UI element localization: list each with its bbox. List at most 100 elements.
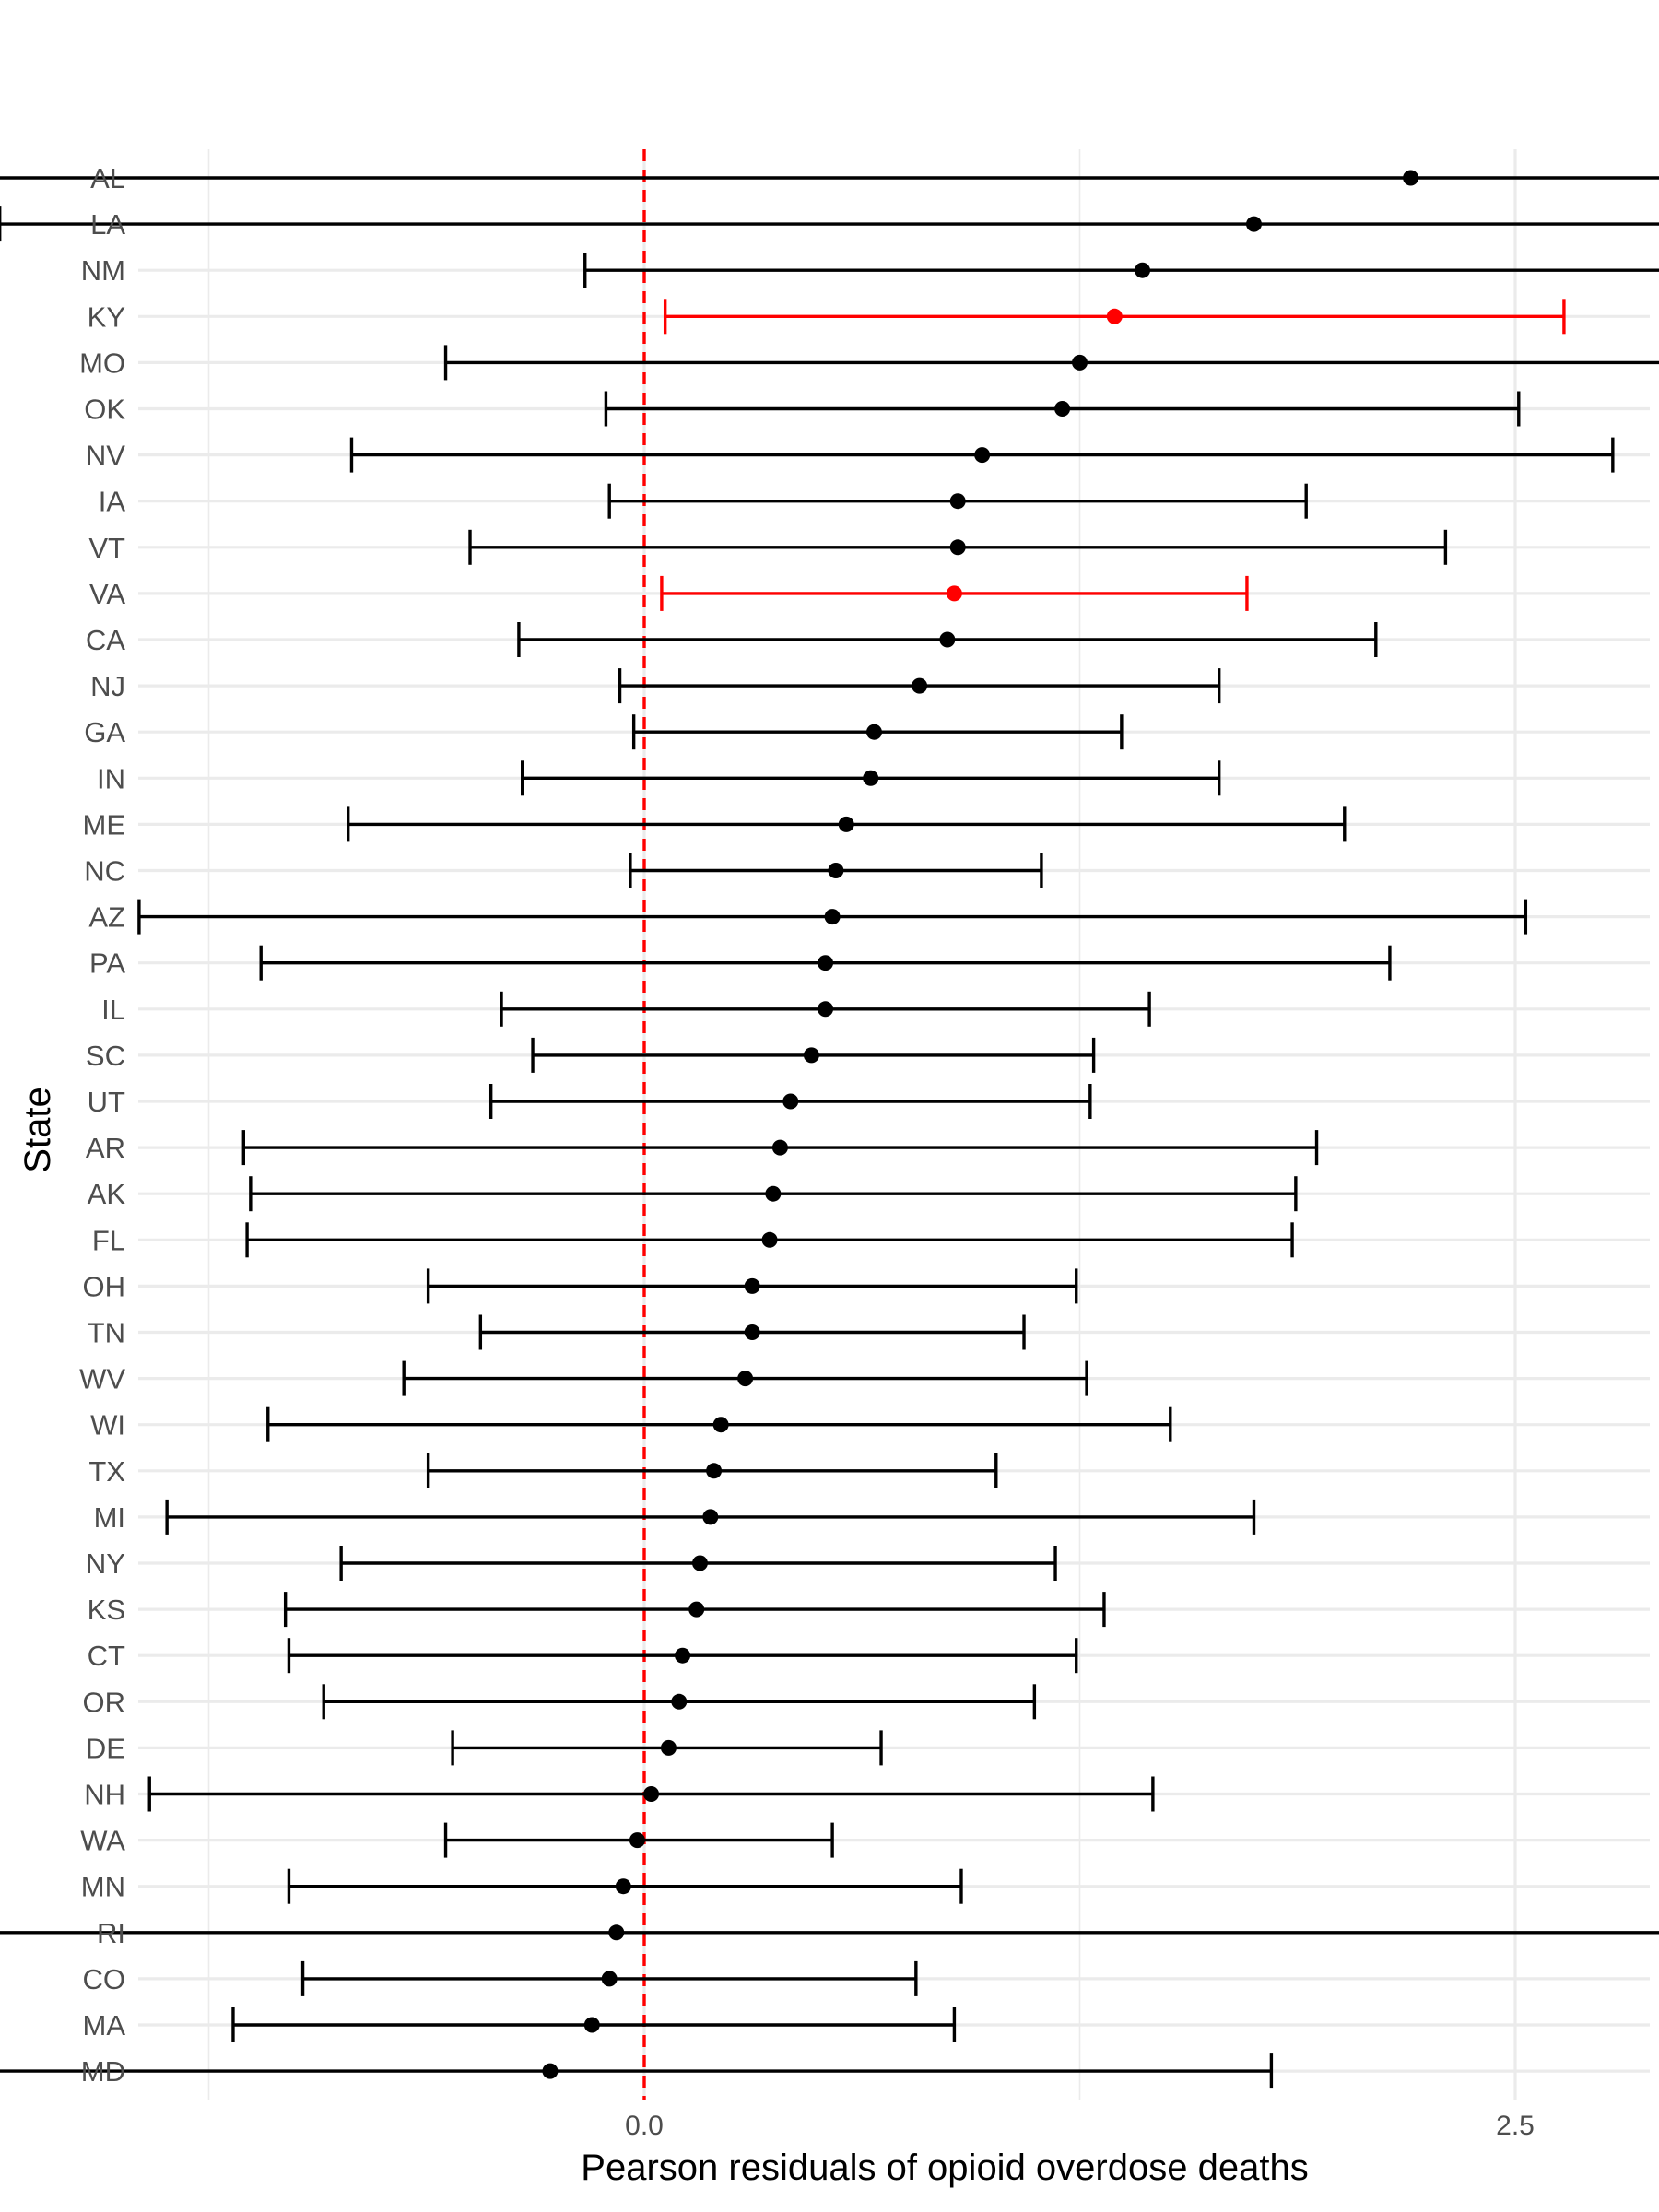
y-tick-label-nm: NM — [81, 254, 125, 287]
point-estimate-az — [824, 909, 841, 925]
y-tick-label-de: DE — [86, 1732, 125, 1764]
point-estimate-ri — [608, 1924, 625, 1941]
y-tick-label-co: CO — [83, 1963, 126, 1995]
point-estimate-ct — [675, 1647, 691, 1664]
point-estimate-ky — [1106, 308, 1123, 324]
point-estimate-ma — [583, 2017, 600, 2033]
y-tick-label-pa: PA — [89, 947, 125, 980]
point-estimate-wi — [712, 1417, 729, 1433]
y-tick-label-mn: MN — [81, 1871, 125, 1903]
x-tick-label: 0.0 — [625, 2111, 664, 2141]
grid-layer — [138, 149, 1650, 2100]
y-tick-label-mo: MO — [79, 347, 125, 379]
y-tick-label-mi: MI — [94, 1501, 125, 1534]
point-estimate-nh — [643, 1786, 660, 1802]
point-estimate-ar — [771, 1139, 788, 1156]
y-tick-label-ga: GA — [84, 716, 125, 748]
y-tick-label-ut: UT — [88, 1086, 125, 1118]
y-tick-label-ok: OK — [84, 394, 125, 426]
point-estimate-ia — [949, 493, 966, 510]
error-bars-layer — [0, 176, 1659, 2089]
y-tick-label-in: IN — [97, 762, 125, 794]
y-tick-label-md: MD — [81, 2055, 125, 2088]
y-tick-label-oh: OH — [83, 1270, 126, 1302]
point-estimate-fl — [761, 1231, 778, 1248]
y-tick-label-wa: WA — [80, 1825, 125, 1857]
y-tick-label-nh: NH — [84, 1779, 125, 1811]
error-bar-ri — [0, 1931, 1659, 1935]
error-bar-mo — [443, 345, 1659, 381]
point-estimate-oh — [744, 1277, 760, 1294]
y-tick-label-fl: FL — [92, 1224, 125, 1256]
point-estimate-co — [601, 1971, 618, 1987]
point-estimate-va — [946, 585, 962, 602]
point-estimate-ca — [939, 631, 956, 648]
y-tick-label-ny: NY — [86, 1547, 125, 1580]
y-tick-label-ma: MA — [83, 2009, 126, 2041]
y-tick-label-ca: CA — [86, 624, 125, 656]
point-estimate-nm — [1135, 262, 1151, 278]
point-estimate-me — [838, 816, 854, 832]
point-estimate-ut — [782, 1093, 799, 1110]
point-estimate-nv — [974, 447, 991, 464]
point-estimate-md — [542, 2063, 559, 2079]
y-tick-label-tx: TX — [88, 1455, 125, 1488]
x-tick-labels: -2.50.02.55.0 — [625, 2111, 1535, 2141]
y-tick-label-nj: NJ — [90, 670, 125, 702]
error-bar-nm — [583, 253, 1659, 288]
y-tick-label-va: VA — [89, 578, 125, 610]
y-tick-label-il: IL — [101, 994, 125, 1026]
error-bar-la — [0, 206, 1659, 242]
point-estimate-nj — [912, 677, 928, 694]
point-estimate-nc — [828, 863, 844, 878]
point-estimate-pa — [818, 955, 834, 971]
y-tick-label-ri: RI — [97, 1917, 125, 1949]
point-estimate-la — [1246, 216, 1262, 232]
y-tick-label-ky: KY — [88, 300, 125, 333]
y-tick-label-ks: KS — [88, 1594, 125, 1626]
point-estimate-wv — [737, 1371, 754, 1387]
y-tick-labels: AL LA NM KY MO OK NV IA VT VA CA NJ GA IN ME NC AZ PA IL SC… — [79, 162, 125, 2088]
point-estimate-in — [863, 770, 879, 786]
y-tick-label-me: ME — [83, 808, 126, 841]
point-estimate-il — [818, 1001, 834, 1018]
point-estimate-ny — [691, 1555, 708, 1571]
point-estimate-ks — [688, 1601, 705, 1618]
point-estimate-al — [1403, 170, 1419, 186]
y-tick-label-ak: AK — [88, 1178, 126, 1210]
y-axis-title: State — [18, 1087, 58, 1172]
point-estimate-ok — [1054, 401, 1071, 417]
y-tick-label-nc: NC — [84, 855, 125, 888]
y-tick-label-sc: SC — [86, 1040, 125, 1072]
y-tick-label-or: OR — [83, 1686, 126, 1718]
point-estimate-vt — [949, 539, 966, 556]
y-tick-label-az: AZ — [88, 901, 125, 934]
point-estimate-mo — [1072, 354, 1088, 371]
y-tick-label-al: AL — [90, 162, 125, 194]
x-tick-label: 2.5 — [1496, 2111, 1535, 2141]
point-estimate-tx — [706, 1463, 723, 1479]
point-estimate-ga — [865, 724, 882, 740]
x-axis-title: Pearson residuals of opioid overdose dea… — [581, 2147, 1308, 2188]
point-estimate-sc — [803, 1047, 819, 1064]
y-tick-label-ct: CT — [88, 1640, 125, 1672]
y-tick-label-la: LA — [90, 208, 125, 241]
point-estimate-tn — [744, 1324, 760, 1340]
error-bar-md — [0, 2053, 1274, 2089]
point-estimate-wa — [629, 1832, 645, 1849]
y-tick-label-ar: AR — [86, 1132, 125, 1164]
point-estimate-or — [671, 1693, 688, 1710]
point-estimate-mi — [702, 1509, 719, 1525]
y-tick-label-ia: IA — [99, 486, 126, 518]
y-tick-label-wv: WV — [79, 1363, 125, 1395]
y-tick-label-tn: TN — [88, 1317, 125, 1349]
point-estimate-ak — [765, 1185, 782, 1202]
y-tick-label-nv: NV — [86, 440, 125, 472]
y-tick-label-wi: WI — [90, 1409, 125, 1441]
point-estimate-de — [660, 1739, 677, 1756]
point-estimate-mn — [615, 1878, 631, 1895]
points-layer — [542, 170, 1419, 2079]
y-tick-label-vt: VT — [88, 532, 125, 564]
